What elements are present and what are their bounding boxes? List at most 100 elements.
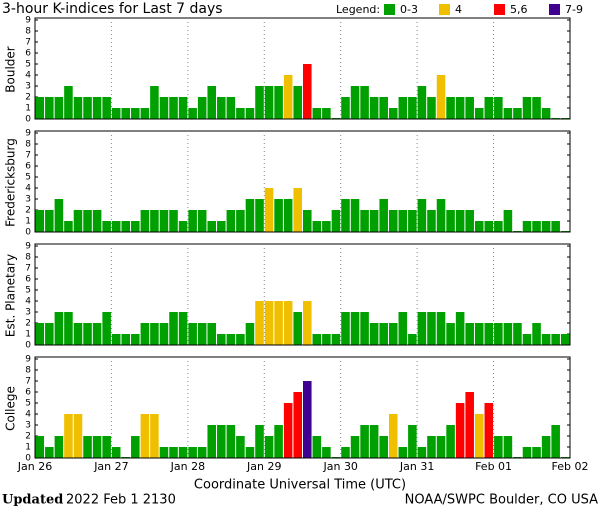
- legend-title: Legend:: [336, 3, 380, 16]
- bar: [503, 436, 513, 458]
- y-tick-label: 4: [25, 71, 31, 81]
- bar: [341, 312, 350, 345]
- bar: [217, 97, 226, 119]
- bar: [131, 221, 140, 232]
- bar: [341, 447, 350, 458]
- bar: [121, 108, 131, 119]
- bar: [455, 403, 465, 458]
- bar: [245, 447, 255, 458]
- bar: [494, 323, 503, 345]
- y-tick-label: 5: [25, 286, 31, 296]
- bar: [417, 199, 427, 232]
- bar: [503, 323, 513, 345]
- bar: [92, 323, 102, 345]
- bar: [455, 312, 465, 345]
- y-tick-label: 6: [25, 162, 31, 172]
- bar: [436, 436, 446, 458]
- y-tick-label: 8: [25, 366, 31, 376]
- bar: [140, 108, 150, 119]
- bar: [35, 210, 45, 232]
- y-tick-label: 4: [25, 184, 31, 194]
- bar: [236, 436, 245, 458]
- y-tick-label: 1: [25, 217, 31, 227]
- bar: [226, 97, 236, 119]
- bar: [140, 414, 150, 458]
- bar: [427, 436, 436, 458]
- bar: [111, 334, 121, 345]
- x-tick-label: Jan 28: [170, 460, 205, 473]
- bar: [64, 86, 73, 119]
- bar: [54, 436, 64, 458]
- bar: [408, 334, 417, 345]
- bar: [455, 97, 465, 119]
- bar: [474, 414, 484, 458]
- bar: [150, 323, 159, 345]
- chart-title: 3-hour K-indices for Last 7 days: [2, 1, 223, 17]
- bar: [150, 210, 159, 232]
- bar: [322, 221, 331, 232]
- y-tick-label: 5: [25, 173, 31, 183]
- y-tick-label: 2: [25, 432, 31, 442]
- bar: [379, 199, 388, 232]
- bar: [207, 221, 217, 232]
- bar: [73, 323, 83, 345]
- y-tick-label: 0: [25, 228, 31, 238]
- bar: [379, 97, 388, 119]
- bar: [408, 97, 417, 119]
- y-tick-label: 4: [25, 410, 31, 420]
- bar: [446, 425, 455, 458]
- bar: [522, 221, 532, 232]
- y-tick-label: 3: [25, 421, 31, 431]
- y-tick-label: 7: [25, 377, 31, 387]
- bar: [532, 323, 541, 345]
- bar: [131, 108, 140, 119]
- bar: [188, 447, 197, 458]
- bar: [45, 210, 54, 232]
- y-tick-label: 5: [25, 60, 31, 70]
- bar: [541, 334, 551, 345]
- bar: [465, 392, 474, 458]
- bar: [255, 301, 264, 345]
- bar: [322, 108, 331, 119]
- bar: [446, 323, 455, 345]
- y-tick-label: 0: [25, 115, 31, 125]
- y-tick-label: 9: [25, 129, 31, 139]
- bar: [398, 447, 408, 458]
- bar: [484, 97, 494, 119]
- bar: [217, 221, 226, 232]
- bar: [408, 210, 417, 232]
- legend-swatch: [439, 4, 450, 15]
- bar: [178, 312, 188, 345]
- bar: [522, 334, 532, 345]
- bar: [369, 323, 379, 345]
- bar: [369, 210, 379, 232]
- x-tick-label: Jan 27: [93, 460, 128, 473]
- bar: [503, 210, 513, 232]
- bar: [388, 414, 398, 458]
- bar: [188, 108, 197, 119]
- bar: [274, 199, 283, 232]
- bar: [159, 447, 169, 458]
- bar: [360, 210, 369, 232]
- x-tick-label: Jan 30: [322, 460, 357, 473]
- bar: [436, 75, 446, 119]
- bar: [274, 425, 283, 458]
- bar: [532, 97, 541, 119]
- y-tick-label: 8: [25, 27, 31, 37]
- bar: [312, 436, 322, 458]
- bar: [264, 436, 274, 458]
- bar: [283, 301, 293, 345]
- bar: [226, 210, 236, 232]
- bar: [350, 199, 360, 232]
- x-tick-label: Feb 02: [552, 460, 589, 473]
- legend-label: 7-9: [565, 3, 583, 16]
- bar: [322, 334, 331, 345]
- bar: [360, 312, 369, 345]
- bar: [331, 210, 341, 232]
- x-tick-label: Jan 26: [17, 460, 52, 473]
- bar: [312, 334, 322, 345]
- bar: [35, 323, 45, 345]
- bar: [245, 108, 255, 119]
- bar: [83, 210, 92, 232]
- bar: [111, 447, 121, 458]
